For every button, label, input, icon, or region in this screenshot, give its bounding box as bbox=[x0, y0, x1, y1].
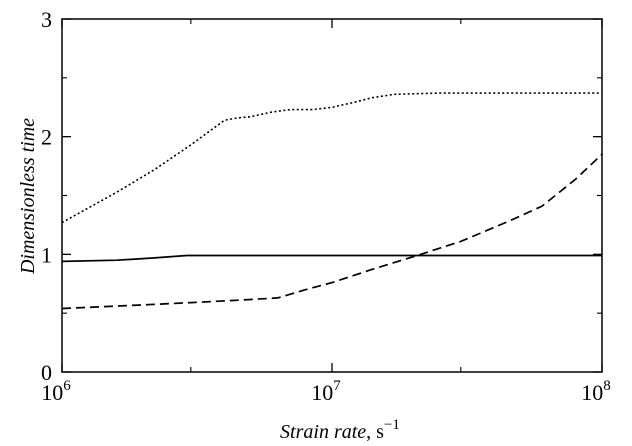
x-axis-title-text: Strain rate bbox=[280, 421, 366, 443]
y-tick-label-1: 1 bbox=[41, 242, 52, 267]
series-line-solid bbox=[62, 256, 602, 262]
y-tick-label-2: 2 bbox=[41, 125, 52, 150]
x-axis-unit-exp: −1 bbox=[384, 417, 400, 433]
x-tick-label-8: 108 bbox=[581, 378, 611, 405]
series-line-dotted bbox=[62, 93, 602, 223]
y-axis-title: Dimensionless time bbox=[17, 118, 39, 275]
x-tick-label-7: 107 bbox=[311, 378, 341, 405]
ticks-layer bbox=[62, 19, 602, 372]
series-line-dashed bbox=[62, 154, 602, 308]
x-axis-unit-base: s bbox=[376, 421, 384, 443]
x-tick-label-6: 106 bbox=[41, 378, 71, 405]
y-tick-label-3: 3 bbox=[41, 7, 52, 32]
x-axis-title: Strain rate, s−1 bbox=[280, 417, 400, 443]
plot-frame bbox=[62, 19, 602, 372]
series-layer bbox=[62, 93, 602, 308]
